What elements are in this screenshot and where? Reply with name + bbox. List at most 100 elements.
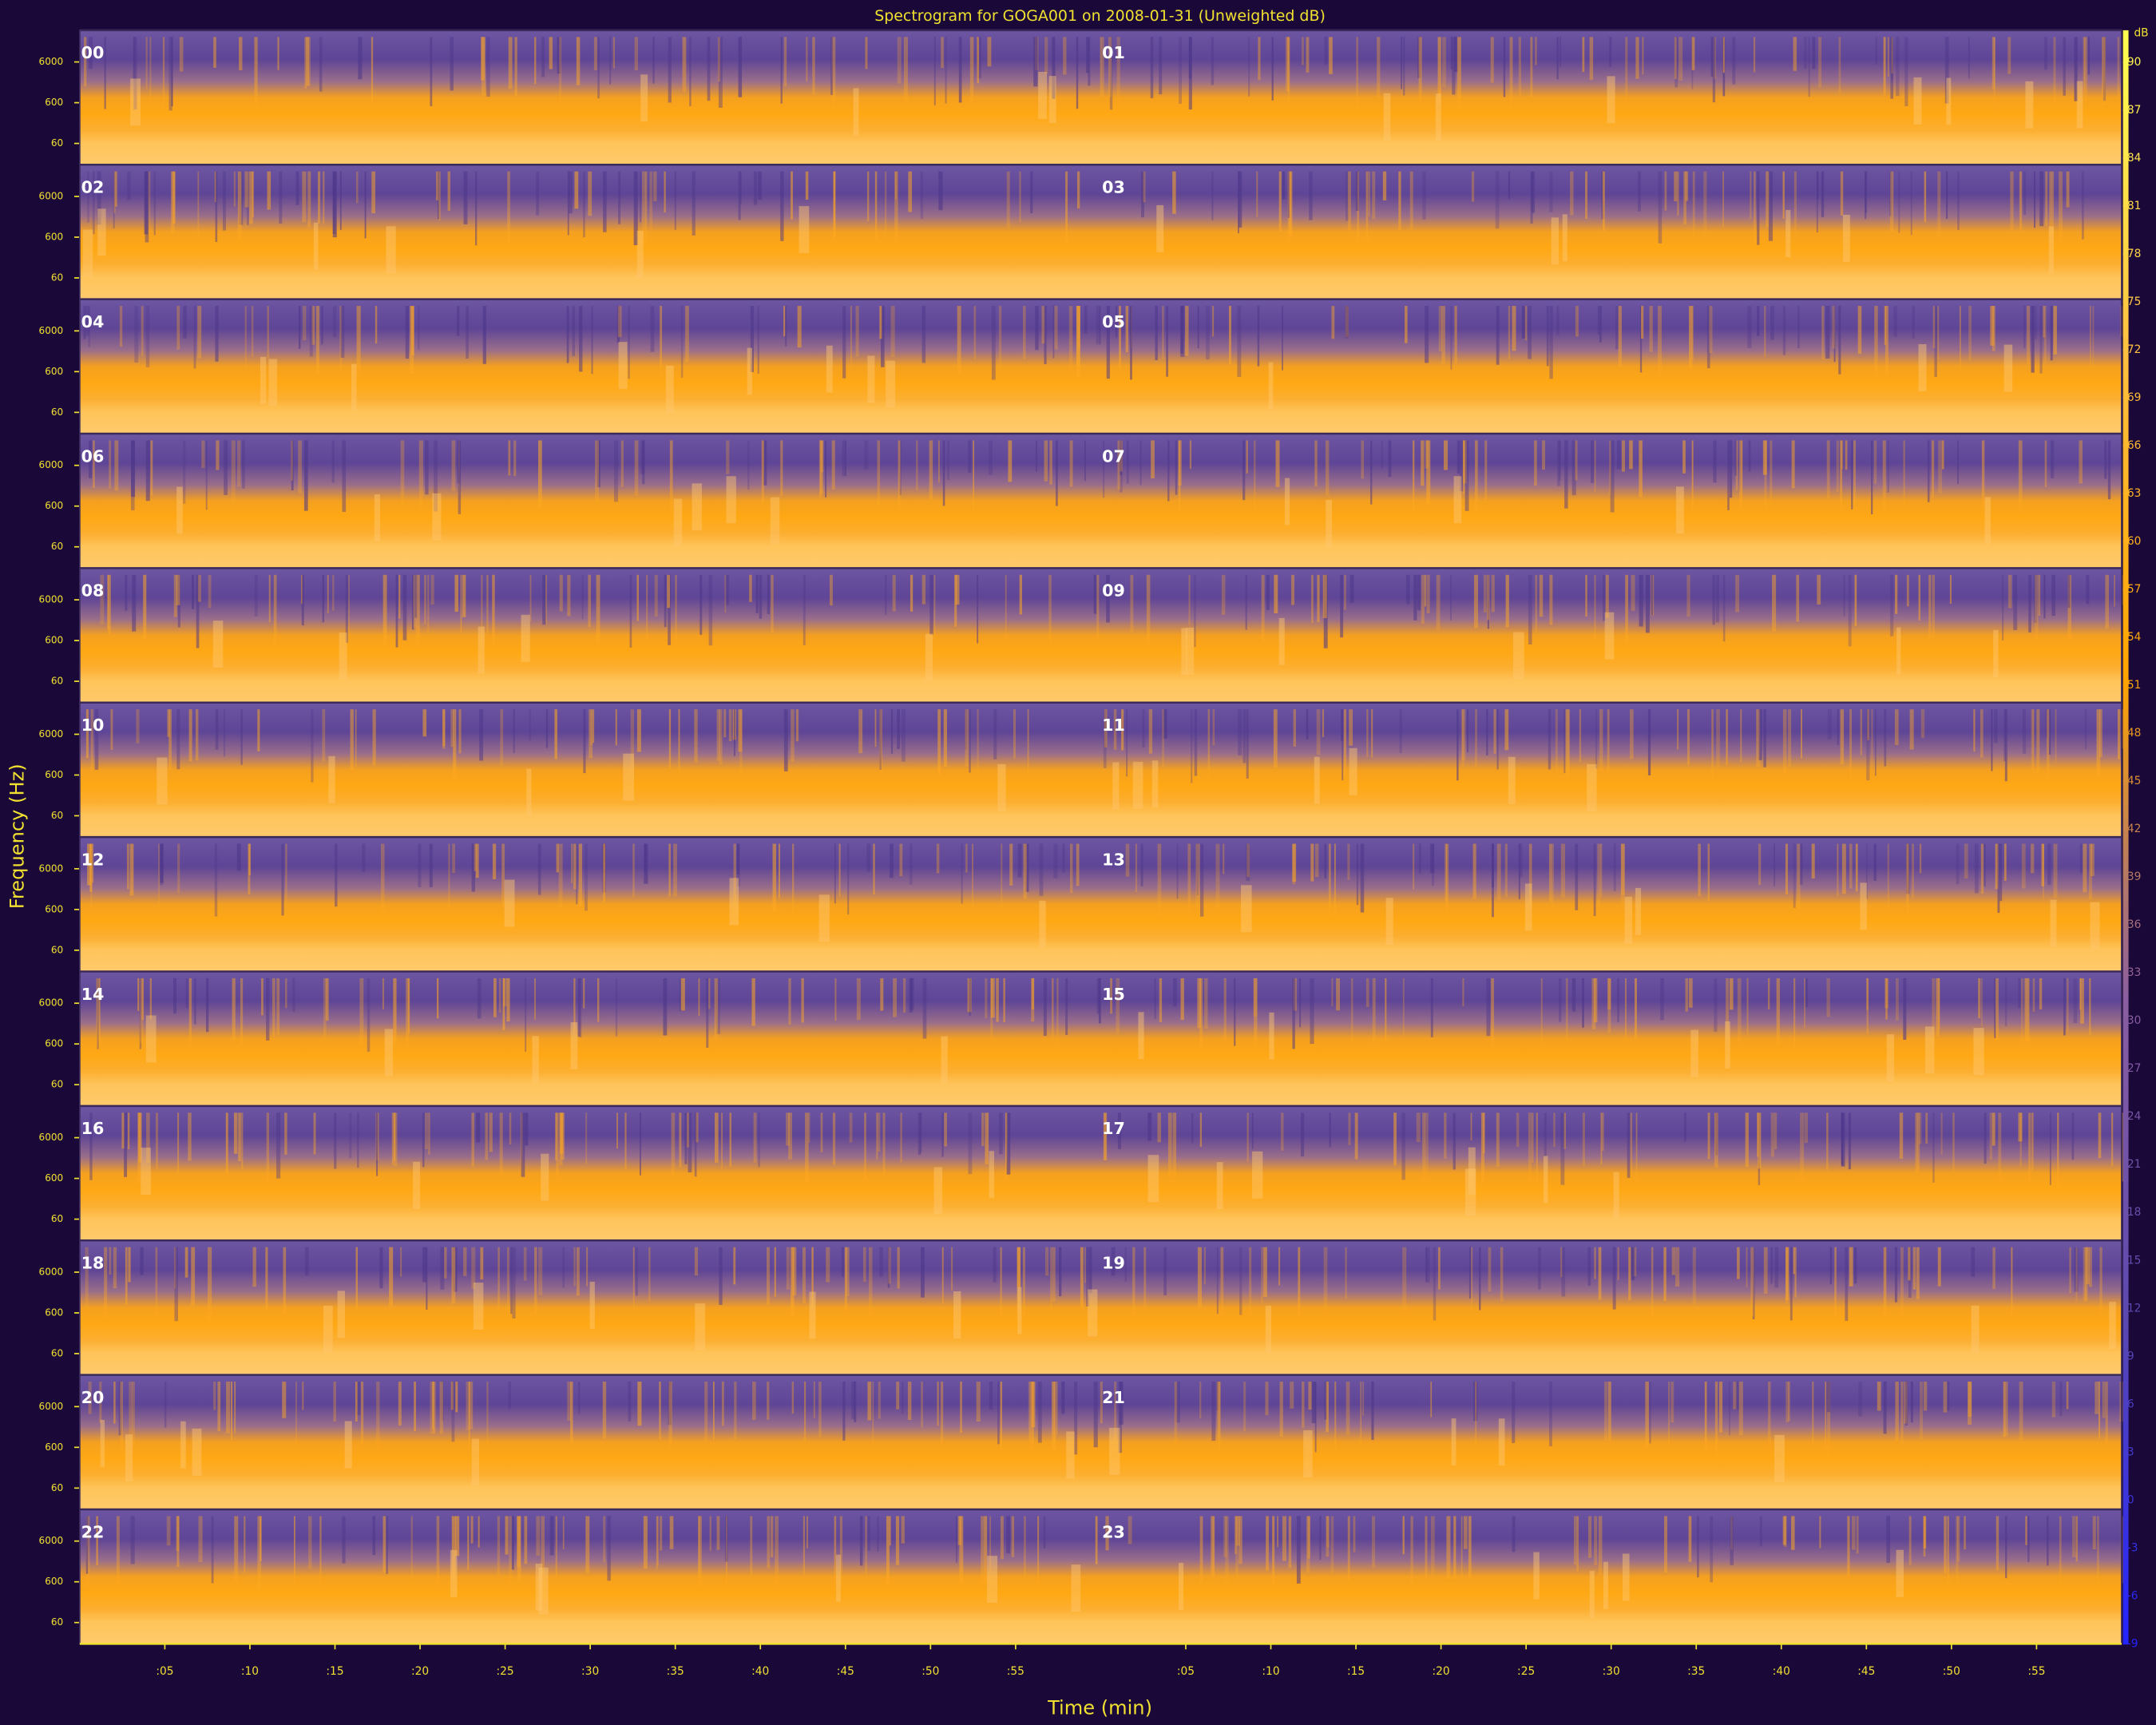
texture-streak xyxy=(1159,37,1163,95)
texture-streak xyxy=(1246,440,1249,474)
texture-streak xyxy=(1347,1516,1350,1581)
texture-streak xyxy=(1157,1112,1161,1143)
texture-burst xyxy=(695,1303,706,1351)
texture-streak xyxy=(576,843,578,905)
texture-streak xyxy=(709,1516,711,1551)
x-tick-label: :35 xyxy=(1687,1665,1705,1678)
texture-streak xyxy=(291,440,293,481)
texture-streak xyxy=(158,843,160,905)
texture-streak xyxy=(1594,574,1596,647)
texture-streak xyxy=(680,978,685,1011)
texture-streak xyxy=(458,440,460,494)
texture-streak xyxy=(668,574,671,645)
texture-streak xyxy=(1220,1247,1224,1318)
texture-streak xyxy=(1993,37,1995,110)
texture-streak xyxy=(2087,37,2091,75)
texture-burst xyxy=(432,493,442,541)
texture-streak xyxy=(1840,440,1843,514)
texture-streak xyxy=(1317,574,1320,622)
texture-streak xyxy=(650,306,655,352)
texture-streak xyxy=(356,306,361,379)
texture-streak xyxy=(146,1112,150,1163)
texture-streak xyxy=(1454,37,1458,73)
texture-streak xyxy=(1900,1382,1904,1446)
texture-streak xyxy=(1599,843,1603,897)
texture-streak xyxy=(2082,171,2084,240)
texture-streak xyxy=(1974,843,1979,894)
texture-streak xyxy=(1968,1382,1972,1418)
texture-streak xyxy=(138,1112,142,1163)
texture-streak xyxy=(1474,440,1478,511)
texture-streak xyxy=(1753,37,1756,73)
texture-streak xyxy=(1923,1516,1927,1549)
texture-streak xyxy=(805,1112,809,1182)
texture-streak xyxy=(1625,574,1628,644)
texture-streak xyxy=(1639,574,1643,627)
texture-burst xyxy=(1088,1289,1098,1337)
texture-streak xyxy=(1995,843,1999,890)
texture-streak xyxy=(1848,574,1852,647)
texture-streak xyxy=(1883,37,1886,95)
texture-streak xyxy=(1324,843,1326,879)
texture-streak xyxy=(1463,1516,1468,1549)
texture xyxy=(96,978,2091,1084)
texture-streak xyxy=(1446,843,1449,914)
texture-streak xyxy=(208,1247,212,1321)
texture-streak xyxy=(2036,709,2040,775)
texture-streak xyxy=(1714,1382,1718,1456)
texture-streak xyxy=(1573,1516,1577,1565)
texture-streak xyxy=(2031,709,2034,771)
texture-streak xyxy=(1103,440,1105,498)
texture-streak xyxy=(1281,1112,1284,1151)
texture-streak xyxy=(145,37,148,89)
texture-streak xyxy=(636,574,639,621)
texture-streak xyxy=(1103,1112,1108,1160)
texture-streak xyxy=(468,1382,470,1448)
texture-burst xyxy=(1314,756,1320,804)
texture-streak xyxy=(176,1516,180,1568)
texture-burst xyxy=(268,359,278,406)
texture-streak xyxy=(945,37,947,104)
texture-streak xyxy=(1548,709,1552,770)
texture-streak xyxy=(1658,171,1663,244)
texture-streak xyxy=(1609,37,1612,67)
texture-streak xyxy=(2045,709,2048,738)
y-tick-label: 600 xyxy=(45,769,63,780)
texture-streak xyxy=(2069,1247,2071,1294)
texture-streak xyxy=(508,1382,511,1410)
texture-streak xyxy=(376,1112,378,1176)
texture-streak xyxy=(2034,574,2037,624)
texture-streak xyxy=(1403,37,1405,96)
texture-burst xyxy=(570,1022,578,1069)
texture-streak xyxy=(2044,37,2047,70)
texture xyxy=(85,1247,2116,1354)
texture-burst xyxy=(1186,627,1195,675)
texture-streak xyxy=(1937,306,1940,360)
texture-streak xyxy=(586,1247,589,1287)
texture-burst xyxy=(1349,748,1357,795)
texture-streak xyxy=(222,171,226,231)
spectrogram-row xyxy=(79,30,2122,165)
texture-streak xyxy=(425,440,429,495)
texture-streak xyxy=(2025,978,2030,1042)
texture-streak xyxy=(1142,709,1145,748)
texture-streak xyxy=(1282,171,1286,200)
texture-streak xyxy=(1221,574,1226,615)
texture-streak xyxy=(937,440,940,483)
texture-burst xyxy=(636,230,644,278)
texture-streak xyxy=(1199,1112,1203,1147)
texture-streak xyxy=(820,440,823,494)
texture-streak xyxy=(1532,1112,1534,1163)
texture-burst xyxy=(1048,76,1056,124)
texture-streak xyxy=(1323,1247,1328,1312)
texture-streak xyxy=(1265,1382,1269,1416)
texture-streak xyxy=(402,574,407,640)
texture-streak xyxy=(1657,306,1662,377)
texture-streak xyxy=(770,1516,774,1558)
texture-streak xyxy=(1865,171,1868,213)
texture-streak xyxy=(716,709,720,761)
texture-streak xyxy=(1212,306,1215,337)
texture-streak xyxy=(1716,709,1720,768)
texture-streak xyxy=(846,1247,850,1296)
texture-streak xyxy=(1866,709,1870,781)
